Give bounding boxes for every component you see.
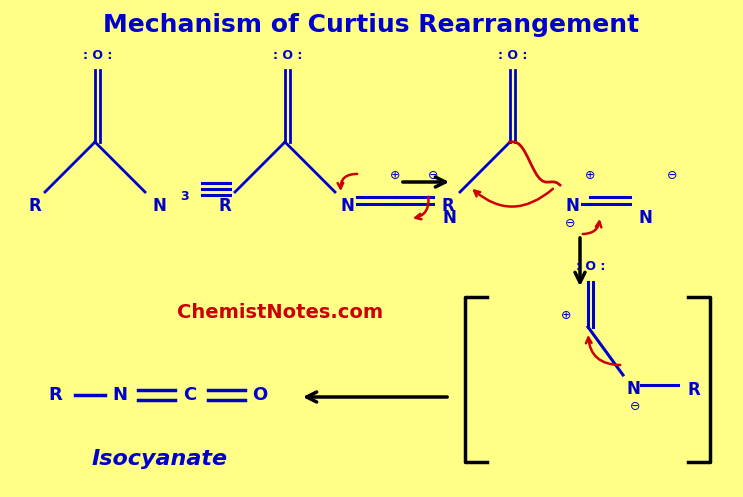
Text: R: R [29,197,42,215]
Text: ⊕: ⊕ [561,309,571,322]
Text: : O :: : O : [82,49,112,62]
Text: R: R [441,197,455,215]
Text: N: N [153,197,167,215]
Text: ⊖: ⊖ [428,169,438,182]
Text: O: O [253,386,267,404]
Text: N: N [443,209,457,227]
Text: : O :: : O : [576,260,606,273]
Text: N: N [341,197,355,215]
Text: N: N [566,197,580,215]
Text: ⊖: ⊖ [565,217,575,230]
Text: ChemistNotes.com: ChemistNotes.com [177,303,383,322]
Text: ⊖: ⊖ [666,169,678,182]
Text: ⊖: ⊖ [630,400,640,413]
Text: : O :: : O : [273,49,302,62]
Text: Mechanism of Curtius Rearrangement: Mechanism of Curtius Rearrangement [103,13,640,37]
Text: : O :: : O : [498,49,528,62]
Text: N: N [627,380,641,398]
Text: R: R [48,386,62,404]
Text: ⊕: ⊕ [585,169,595,182]
Text: ⊕: ⊕ [390,169,400,182]
Text: N: N [112,386,128,404]
Text: C: C [184,386,197,404]
Text: N: N [638,209,652,227]
Text: Isocyanate: Isocyanate [92,449,228,469]
Text: 3: 3 [180,190,189,203]
Text: R: R [688,381,701,399]
Text: R: R [218,197,231,215]
